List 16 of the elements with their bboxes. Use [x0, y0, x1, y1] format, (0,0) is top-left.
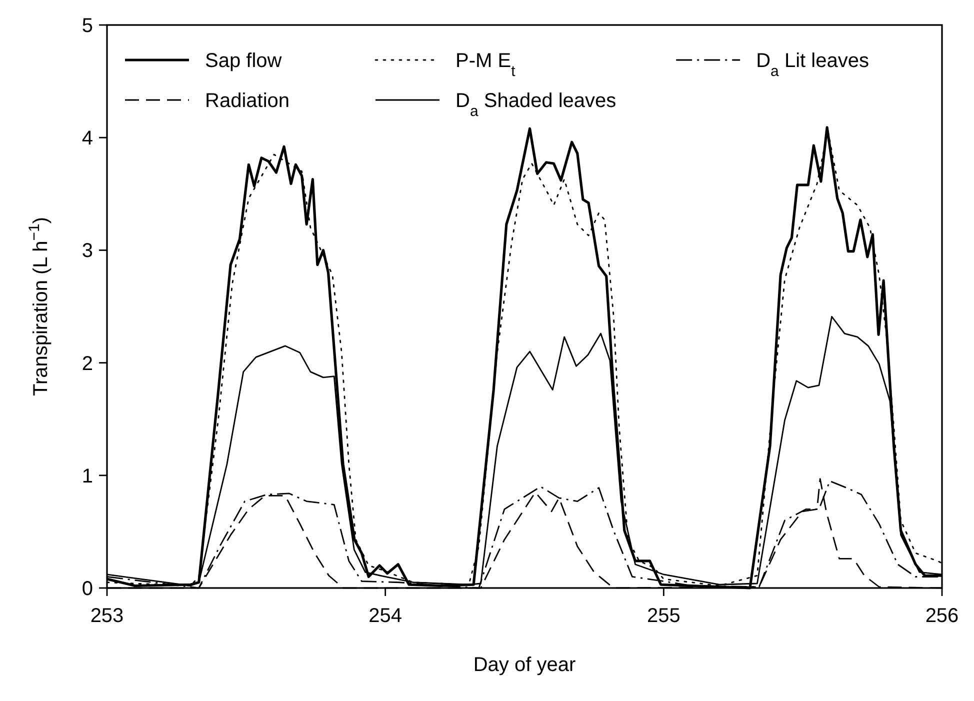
x-axis-title: Day of year — [473, 654, 576, 676]
y-tick-label: 1 — [82, 465, 93, 488]
legend-label: Sap flow — [205, 50, 282, 72]
y-tick-label: 4 — [82, 128, 93, 150]
legend-label: Radiation — [205, 90, 290, 112]
x-tick-label: 255 — [646, 605, 680, 627]
y-tick-label: 5 — [82, 15, 93, 37]
x-tick-label: 253 — [90, 605, 124, 627]
y-tick-label: 2 — [82, 352, 93, 375]
legend-label: P-M E$_{t}$ — [456, 50, 516, 80]
x-tick-label: 254 — [368, 605, 402, 627]
x-tick-label: 256 — [925, 605, 959, 627]
y-tick-label: 0 — [82, 578, 93, 600]
legend-label: D$_{a}$ Lit leaves — [756, 50, 869, 80]
legend-label: D$_{a}$ Shaded leaves — [456, 90, 616, 120]
y-tick-label: 3 — [82, 240, 93, 262]
